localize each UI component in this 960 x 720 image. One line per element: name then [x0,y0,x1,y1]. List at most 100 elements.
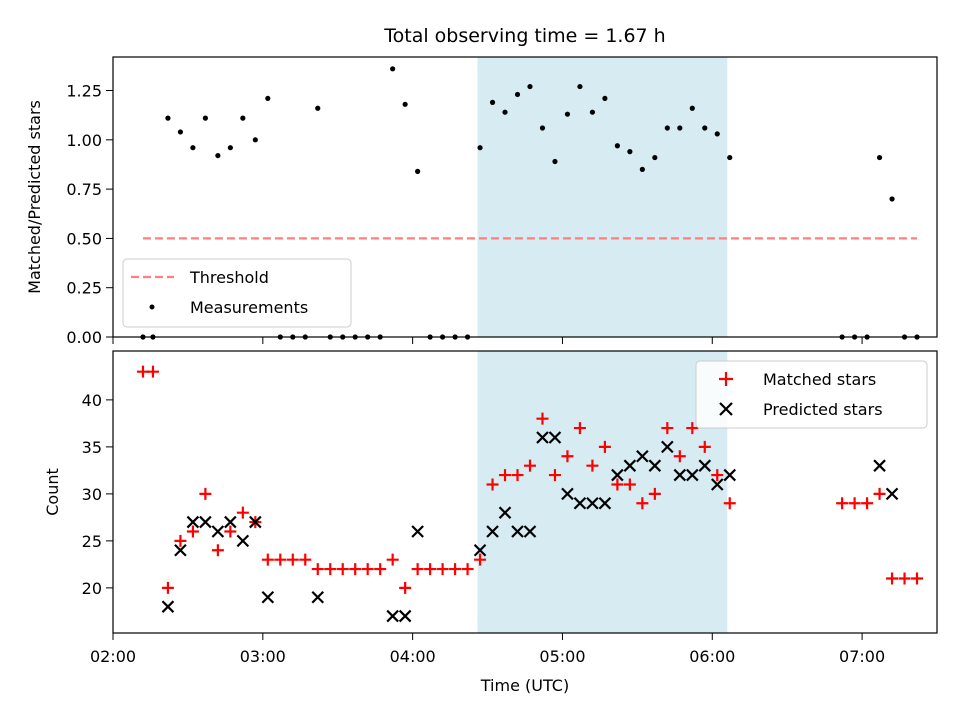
bottom-legend-box [695,360,928,429]
matched-star-marker [146,365,159,378]
matched-star-marker [261,553,274,566]
matched-star-marker [186,525,199,538]
matched-star-marker [311,563,324,576]
predicted-star-marker [161,600,175,613]
predicted-star-marker [686,468,699,482]
predicted-star-marker [623,459,637,472]
measurement-point [702,125,708,131]
top-y-axis-label: Matched/Predicted stars [25,100,44,294]
measurement-point [889,196,895,202]
top-legend: Threshold Measurements [122,258,352,328]
bottom-y-tick-label: 30 [82,485,102,504]
legend-measurements-swatch [149,304,155,310]
matched-star-marker [686,422,699,435]
predicted-star-marker [211,525,225,538]
measurement-point [677,125,683,131]
legend-measurements-label: Measurements [190,298,308,317]
matched-star-marker [299,553,312,566]
matched-star-marker [374,563,387,576]
matched-star-marker [711,469,724,482]
matched-star-marker [274,553,287,566]
measurement-point [627,149,633,155]
matched-star-marker [224,525,237,538]
predicted-star-marker [636,450,649,463]
x-tick-label: 05:00 [539,647,585,666]
predicted-star-marker [661,440,674,454]
measurement-point [215,152,221,159]
predicted-star-marker [174,544,187,557]
measurement-point [165,115,171,121]
predicted-star-marker [511,525,524,538]
matched-star-marker [461,563,474,576]
matched-star-marker [723,497,736,510]
legend-matched-swatch [719,372,733,386]
predicted-star-marker [598,497,612,510]
predicted-star-marker [236,534,250,548]
predicted-star-marker [573,497,587,510]
predicted-star-marker [199,515,212,529]
matched-star-marker [236,506,249,519]
predicted-star-marker [698,459,712,472]
top-y-tick-label: 1.25 [66,82,102,101]
x-tick-label: 06:00 [689,647,735,666]
matched-star-marker [199,487,212,500]
top-y-tick-label: 0.75 [66,180,102,199]
measurement-point [265,95,271,102]
matched-star-marker [424,563,437,576]
matched-star-marker [548,469,561,482]
predicted-star-marker [486,525,499,538]
bottom-panel: 20 25 30 35 40 02:00 03:00 04:00 05:00 06:00 07:0… [43,350,938,695]
predicted-star-marker [224,515,237,529]
legend-predicted-swatch [719,402,733,416]
measurement-point [614,143,620,149]
matched-star-marker [836,497,849,510]
measurement-point [602,95,608,102]
bottom-y-axis-label: Count [43,468,62,516]
matched-star-marker [449,563,462,576]
predicted-star-marker [611,468,624,482]
measurement-point [227,145,233,151]
measurement-point [240,115,246,121]
measurement-point [577,83,583,90]
predicted-star-marker [523,525,537,538]
matched-star-marker [286,553,299,566]
predicted-star-marker [561,487,574,501]
matched-star-marker [436,563,449,576]
measurement-point [527,83,533,90]
matched-star-marker [486,478,499,491]
measurement-point [539,125,546,131]
top-plot-frame [112,56,938,338]
matched-star-marker [336,563,349,576]
chart-title: Total observing time = 1.67 h [383,25,665,47]
matched-star-marker [361,563,374,576]
top-y-tick-label: 0.25 [66,279,102,298]
predicted-star-marker [498,506,512,519]
predicted-star-marker [648,459,662,472]
measurement-point [415,168,421,174]
matched-star-marker [573,422,586,435]
measurement-point [514,91,521,98]
matched-star-marker [636,497,649,510]
measurement-point [252,137,258,143]
measurement-point [315,105,321,111]
matched-star-marker [661,422,674,435]
matched-star-marker [873,487,886,500]
legend-threshold-label: Threshold [189,268,269,287]
matched-star-marker [174,534,187,547]
matched-star-marker [886,572,899,585]
measurement-point [689,105,695,111]
top-y-tick-label: 1.00 [66,131,102,150]
predicted-star-marker [586,497,599,510]
predicted-star-marker [673,468,687,482]
measurement-point [664,125,670,131]
matched-star-marker [561,450,574,463]
matched-star-marker [399,581,412,594]
measurement-point [714,131,720,137]
matched-star-marker [848,497,861,510]
measurement-point [564,111,571,117]
matched-star-marker [598,440,611,453]
matched-star-marker [911,572,924,585]
bottom-y-tick-label: 40 [82,391,102,410]
bottom-legend: Matched stars Predicted stars [695,360,928,429]
